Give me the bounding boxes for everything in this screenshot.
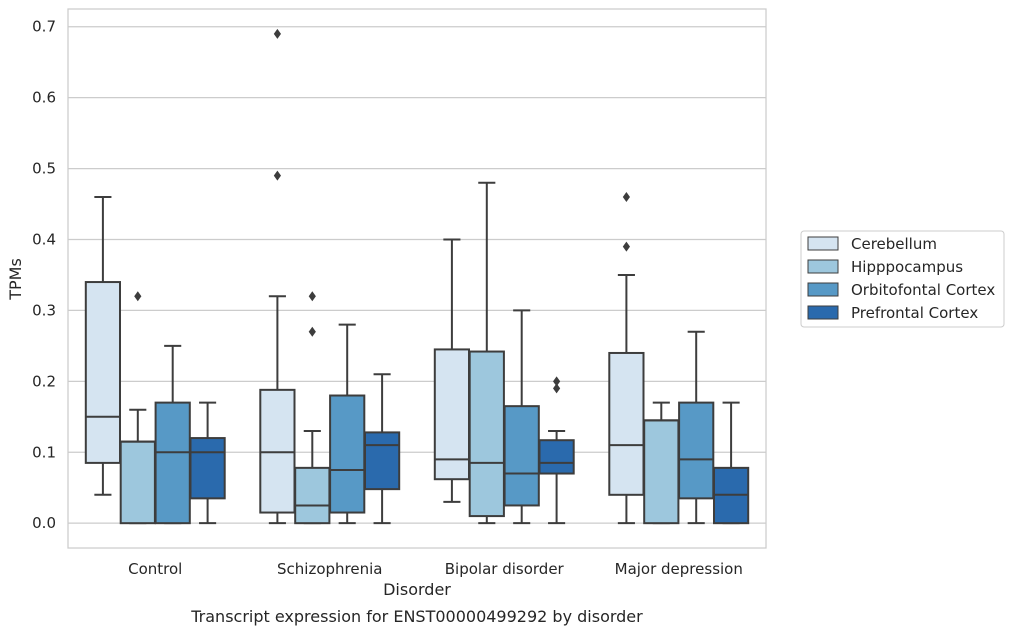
y-tick-label: 0.6 <box>32 89 56 107</box>
legend-label: Orbitofontal Cortex <box>851 281 995 299</box>
outlier-point <box>273 170 281 181</box>
box-iqr <box>154 401 191 525</box>
box-iqr <box>538 439 575 475</box>
box-cerebellum <box>433 238 471 503</box>
legend: Cerebellum Hipppocampus Orbitofontal Corte… <box>800 230 1005 328</box>
box-iqr <box>503 405 540 507</box>
box-hipppocampus <box>119 291 156 525</box>
box-prefrontal-cortex <box>363 373 401 525</box>
box-iqr <box>608 351 645 496</box>
box-iqr <box>259 388 296 514</box>
box-iqr <box>294 466 331 525</box>
box-cerebellum <box>259 28 296 525</box>
box-iqr <box>643 419 680 525</box>
box-orbitofontal-cortex <box>678 330 715 525</box>
outlier-point <box>553 383 561 394</box>
x-tick-label: Major depression <box>615 560 743 578</box>
box-iqr <box>119 440 156 525</box>
legend-label: Prefrontal Cortex <box>851 304 978 322</box>
outlier-point <box>622 191 630 202</box>
box-iqr <box>468 350 505 518</box>
box-iqr <box>433 348 471 481</box>
outlier-point <box>553 376 561 387</box>
y-tick-label: 0.4 <box>32 230 56 248</box>
legend-swatch <box>807 236 839 251</box>
box-orbitofontal-cortex <box>154 344 191 525</box>
box-cerebellum <box>84 195 122 496</box>
y-tick-label: 0.1 <box>32 443 56 461</box>
outlier-point <box>308 291 316 302</box>
box-iqr <box>363 431 401 491</box>
box-iqr <box>678 401 715 500</box>
x-tick-label: Schizophrenia <box>277 560 382 578</box>
box-plot-area <box>84 28 750 525</box>
x-axis-label: Disorder <box>383 580 451 599</box>
box-orbitofontal-cortex <box>329 323 366 525</box>
box-prefrontal-cortex <box>189 401 226 525</box>
box-hipppocampus <box>468 181 505 525</box>
box-orbitofontal-cortex <box>503 309 540 525</box>
box-hipppocampus <box>643 401 680 525</box>
box-cerebellum <box>608 191 645 525</box>
box-iqr <box>329 394 366 514</box>
y-tick-label: 0.3 <box>32 301 56 319</box>
box-iqr <box>84 281 122 464</box>
box-prefrontal-cortex <box>712 401 750 525</box>
outlier-point <box>308 326 316 337</box>
x-axis-ticks: Control Schizophrenia Bipolar disorder Majo… <box>128 560 743 578</box>
box-hipppocampus <box>294 291 331 525</box>
y-tick-label: 0.7 <box>32 18 56 36</box>
legend-frame <box>800 230 1005 328</box>
outlier-point <box>622 241 630 252</box>
box-prefrontal-cortex <box>538 376 575 525</box>
y-axis-label: TPMs <box>6 258 25 301</box>
legend-label: Cerebellum <box>851 235 937 253</box>
y-axis-ticks: 0.0 0.1 0.2 0.3 0.4 0.5 0.6 0.7 <box>32 18 56 532</box>
chart-caption: Transcript expression for ENST0000049929… <box>190 607 643 626</box>
outlier-point <box>134 291 142 302</box>
y-tick-label: 0.2 <box>32 372 56 390</box>
y-tick-label: 0.5 <box>32 160 56 178</box>
x-tick-label: Bipolar disorder <box>445 560 565 578</box>
plot-frame <box>67 8 767 549</box>
legend-swatch <box>807 282 839 297</box>
legend-label: Hipppocampus <box>851 258 963 276</box>
legend-swatch <box>807 305 839 320</box>
y-tick-label: 0.0 <box>32 514 56 532</box>
box-iqr <box>189 437 226 500</box>
outlier-point <box>273 28 281 39</box>
legend-swatch <box>807 259 839 274</box>
x-tick-label: Control <box>128 560 182 578</box>
